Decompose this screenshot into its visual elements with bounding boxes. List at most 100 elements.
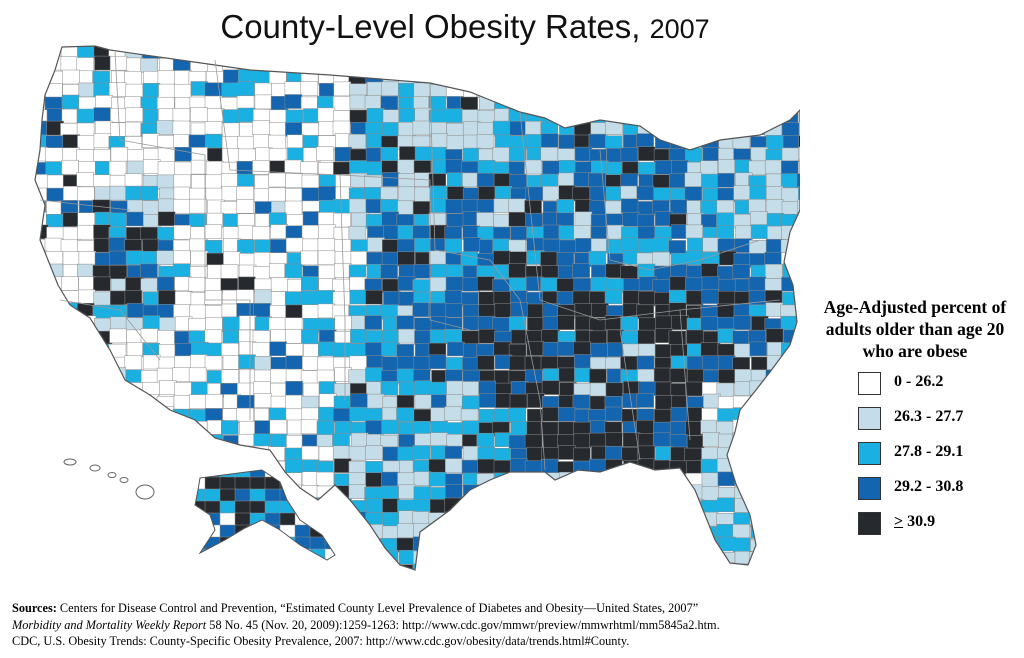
county-cell [173,186,192,202]
county-cell [653,459,672,475]
county-cell [493,511,512,526]
county-cell [317,238,336,253]
borough-cell [264,488,282,503]
county-cell [494,550,512,566]
legend-item: 27.8 - 29.1 [808,442,1022,467]
county-cell [381,356,400,371]
county-cell [95,95,113,110]
county-cell [428,302,446,318]
county-cell [460,46,478,59]
county-cell [78,421,96,436]
county-cell [254,46,273,60]
county-cell [668,240,686,255]
borough-cell [250,561,266,574]
county-cell [605,432,623,447]
county-cell [159,380,177,395]
county-cell [332,445,351,461]
county-cell [572,394,591,409]
county-cell [606,57,624,72]
county-cell [380,55,398,71]
county-cell [652,432,671,448]
county-cell [716,225,734,240]
county-cell [317,55,335,70]
county-cell [382,172,400,187]
county-cell [237,135,255,151]
county-cell [668,485,686,501]
county-cell [572,290,591,306]
county-cell [124,173,143,189]
county-cell [412,120,431,136]
county-cell [159,317,177,332]
county-cell [142,536,161,551]
county-cell [749,473,768,489]
county-cell [718,369,736,384]
county-cell [685,421,703,436]
county-cell [35,549,47,565]
county-cell [717,187,735,203]
county-cell [349,276,368,292]
county-cell [188,551,206,566]
county-cell [156,445,175,461]
county-cell [508,46,527,60]
county-cell [301,187,320,202]
county-cell [157,226,175,242]
county-cell [252,562,270,570]
county-cell [797,458,800,474]
county-cell [332,433,350,448]
county-cell [93,224,111,240]
borough-cell [279,536,297,551]
county-cell [175,447,193,463]
county-cell [125,107,144,123]
county-cell [588,551,606,567]
county-cell [669,497,687,513]
county-cell [205,174,223,190]
county-cell [173,83,192,99]
county-cell [685,147,703,163]
county-cell [174,497,193,512]
county-cell [765,328,784,344]
county-cell [142,498,161,513]
county-cell [333,81,352,97]
county-cell [77,135,95,150]
county-cell [397,446,416,462]
county-cell [332,342,351,358]
borough-cell [279,512,297,527]
county-cell [158,460,177,476]
legend-label: 30.9 [903,513,936,530]
county-cell [556,564,575,570]
county-cell [285,46,303,60]
county-cell [238,354,256,369]
county-cell [526,56,545,71]
county-cell [526,237,544,253]
borough-cell [219,470,237,479]
county-cell [734,369,752,384]
county-cell [557,498,576,514]
county-cell [174,161,192,177]
county-cell [781,485,800,501]
county-cell [799,121,800,136]
county-cell [157,419,175,435]
county-cell [701,486,720,501]
county-cell [796,83,800,99]
county-cell [732,46,751,59]
county-cell [716,199,735,215]
county-cell [766,81,785,96]
county-cell [670,407,689,422]
county-cell [620,316,638,331]
county-cell [719,121,737,137]
county-cell [572,471,591,487]
county-cell [126,303,145,318]
county-cell [382,109,401,124]
county-cell [35,316,48,331]
county-cell [620,173,638,188]
county-cell [445,564,463,570]
county-cell [654,121,672,137]
borough-cell [249,500,267,515]
county-cell [365,538,383,554]
county-cell [734,120,752,136]
county-cell [798,538,800,554]
county-cell [35,224,49,240]
county-cell [732,461,750,476]
county-cell [221,186,240,201]
county-cell [366,564,384,570]
